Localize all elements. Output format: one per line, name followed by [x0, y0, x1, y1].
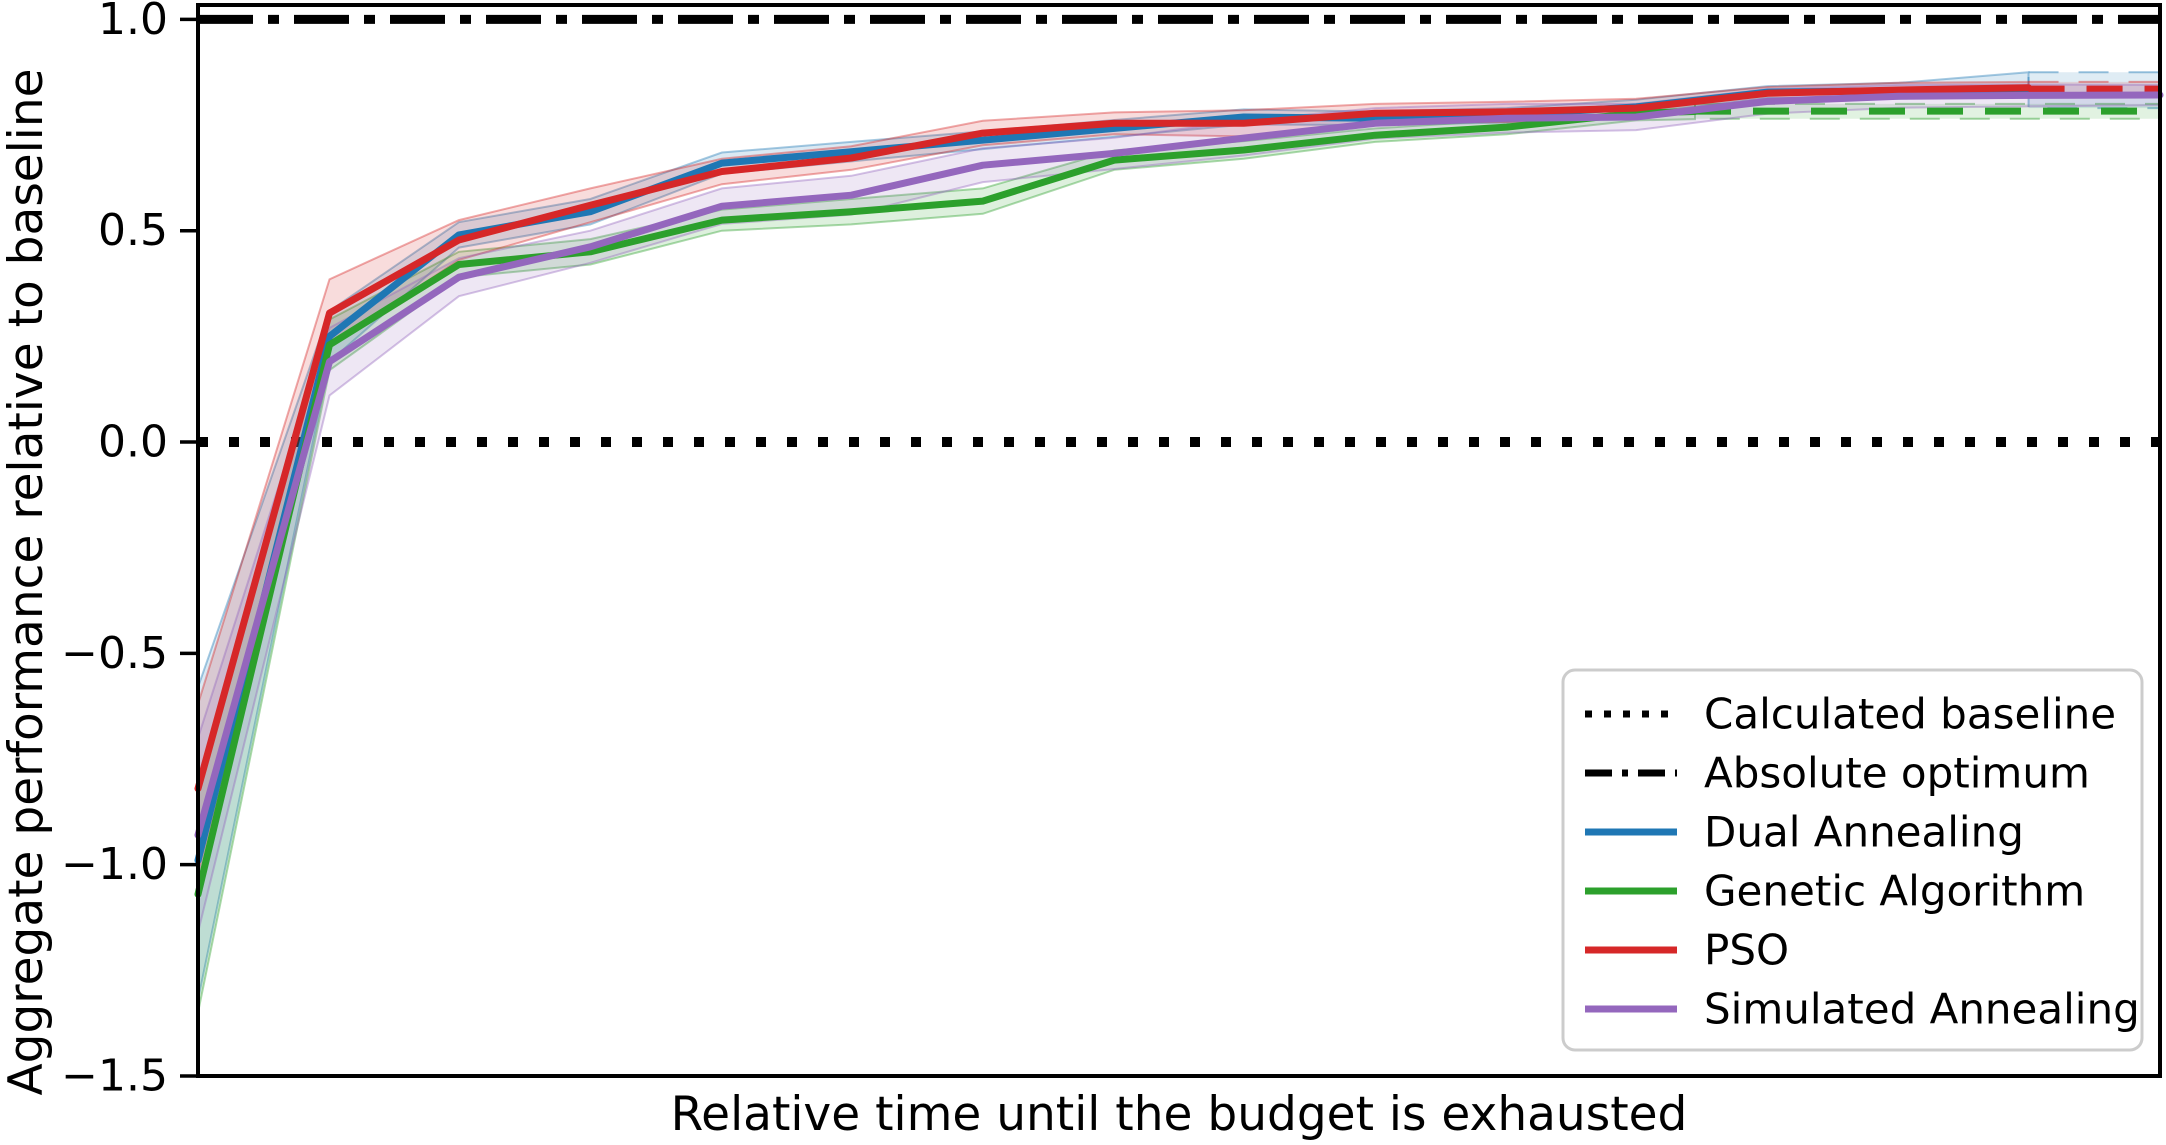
- y-tick-label: 1.0: [98, 0, 168, 45]
- band-genetic-algorithm: [197, 102, 1696, 1013]
- legend-entry-absolute-optimum: Absolute optimum: [1585, 749, 2090, 798]
- line-pso: [194, 84, 2032, 793]
- legend-label: Calculated baseline: [1704, 690, 2116, 739]
- reference-lines: [198, 14, 2160, 448]
- y-tick-label: 0.5: [98, 205, 168, 256]
- legend-label: PSO: [1704, 926, 1789, 975]
- legend-entry-genetic-algorithm: Genetic Algorithm: [1585, 867, 2085, 916]
- legend-entry-simulated-annealing: Simulated Annealing: [1585, 985, 2140, 1034]
- axes-frame: [196, 3, 2162, 1078]
- legend-label: Dual Annealing: [1704, 808, 2024, 857]
- legend-label: Genetic Algorithm: [1704, 867, 2085, 916]
- legend-entry-calculated-baseline: Calculated baseline: [1585, 690, 2116, 739]
- legend-box: [1561, 668, 2144, 1052]
- series-lines: [194, 84, 2164, 898]
- legend: Calculated baseline Absolute optimum Dual …: [1561, 668, 2144, 1052]
- x-axis-label: Relative time until the budget is exhaus…: [671, 1087, 1688, 1142]
- y-tick-label: −0.5: [61, 628, 168, 679]
- y-tick-label: −1.5: [61, 1051, 168, 1102]
- y-tick-label: 0.0: [98, 417, 168, 468]
- plot-border: [196, 3, 2162, 1078]
- y-axis-ticks: 1.0 0.5 0.0 −0.5 −1.0 −1.5: [61, 0, 198, 1102]
- line-simulated-annealing: [194, 91, 2164, 839]
- legend-label: Absolute optimum: [1704, 749, 2090, 798]
- line-genetic-algorithm: [194, 108, 1699, 898]
- legend-entry-dual-annealing: Dual Annealing: [1585, 808, 2024, 857]
- y-tick-label: −1.0: [61, 839, 168, 890]
- y-axis-label: Aggregate performance relative to baseli…: [0, 68, 54, 1095]
- legend-entry-pso: PSO: [1585, 926, 1789, 975]
- legend-label: Simulated Annealing: [1704, 985, 2140, 1034]
